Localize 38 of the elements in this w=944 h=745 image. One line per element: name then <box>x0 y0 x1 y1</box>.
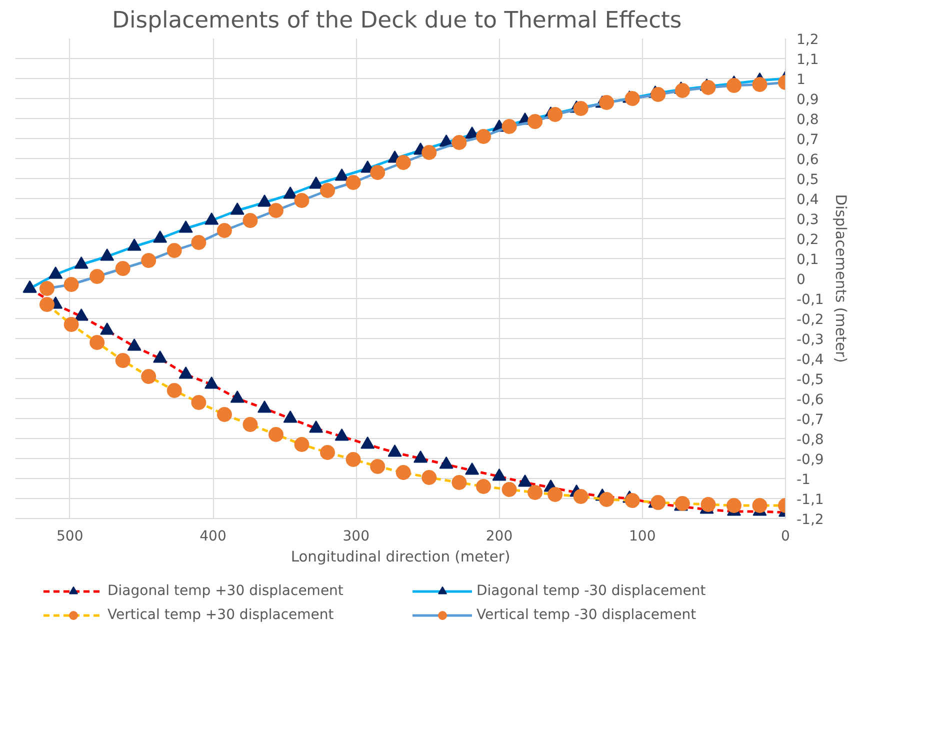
legend-label: Vertical temp +30 displacement <box>108 607 335 623</box>
y-tick-label: 0,7 <box>796 132 819 148</box>
x-tick-label: 100 <box>629 528 656 544</box>
y-tick-label: -0,2 <box>796 312 824 328</box>
y-tick-label: -0,1 <box>796 292 824 308</box>
y-axis-title: Displacements (meter) <box>832 194 849 363</box>
legend-label: Diagonal temp -30 displacement <box>476 583 707 599</box>
y-tick-label: 1,2 <box>796 32 819 48</box>
y-tick-label: 0,8 <box>796 112 819 128</box>
y-tick-label: 0,6 <box>796 152 819 168</box>
y-tick-label: 0,9 <box>796 92 819 108</box>
y-tick-label: 0,4 <box>796 192 819 208</box>
legend-label: Vertical temp -30 displacement <box>476 607 698 623</box>
x-tick-label: 400 <box>200 528 226 544</box>
y-tick-label: -0,9 <box>796 452 824 468</box>
legend-label: Diagonal temp +30 displacement <box>108 583 344 599</box>
y-tick-label: -1 <box>796 472 810 488</box>
x-tick-label: 300 <box>342 528 370 544</box>
y-tick-label: 0,3 <box>796 212 819 228</box>
y-tick-label: 0,5 <box>796 172 819 188</box>
y-tick-label: -0,4 <box>796 352 824 368</box>
y-tick-label: 0 <box>796 272 806 288</box>
x-tick-label: 0 <box>781 528 790 544</box>
x-axis-title: Longitudinal direction (meter) <box>290 548 510 566</box>
x-tick-label: 500 <box>56 528 84 544</box>
y-tick-label: -1,2 <box>796 512 824 528</box>
y-tick-label: -1,1 <box>796 492 824 508</box>
y-tick-label: -0,3 <box>796 332 824 348</box>
y-tick-label: 0,1 <box>796 252 819 268</box>
y-tick-label: 0,2 <box>796 232 819 248</box>
y-tick-label: -0,8 <box>796 432 824 448</box>
y-tick-label: -0,5 <box>796 372 824 388</box>
y-tick-label: 1 <box>796 72 806 88</box>
x-tick-label: 200 <box>486 528 513 544</box>
y-tick-label: 1,1 <box>796 52 819 68</box>
y-tick-label: -0,7 <box>796 412 824 428</box>
y-tick-label: -0,6 <box>796 392 824 408</box>
chart-title: Displacements of the Deck due to Thermal Effects <box>112 8 682 34</box>
